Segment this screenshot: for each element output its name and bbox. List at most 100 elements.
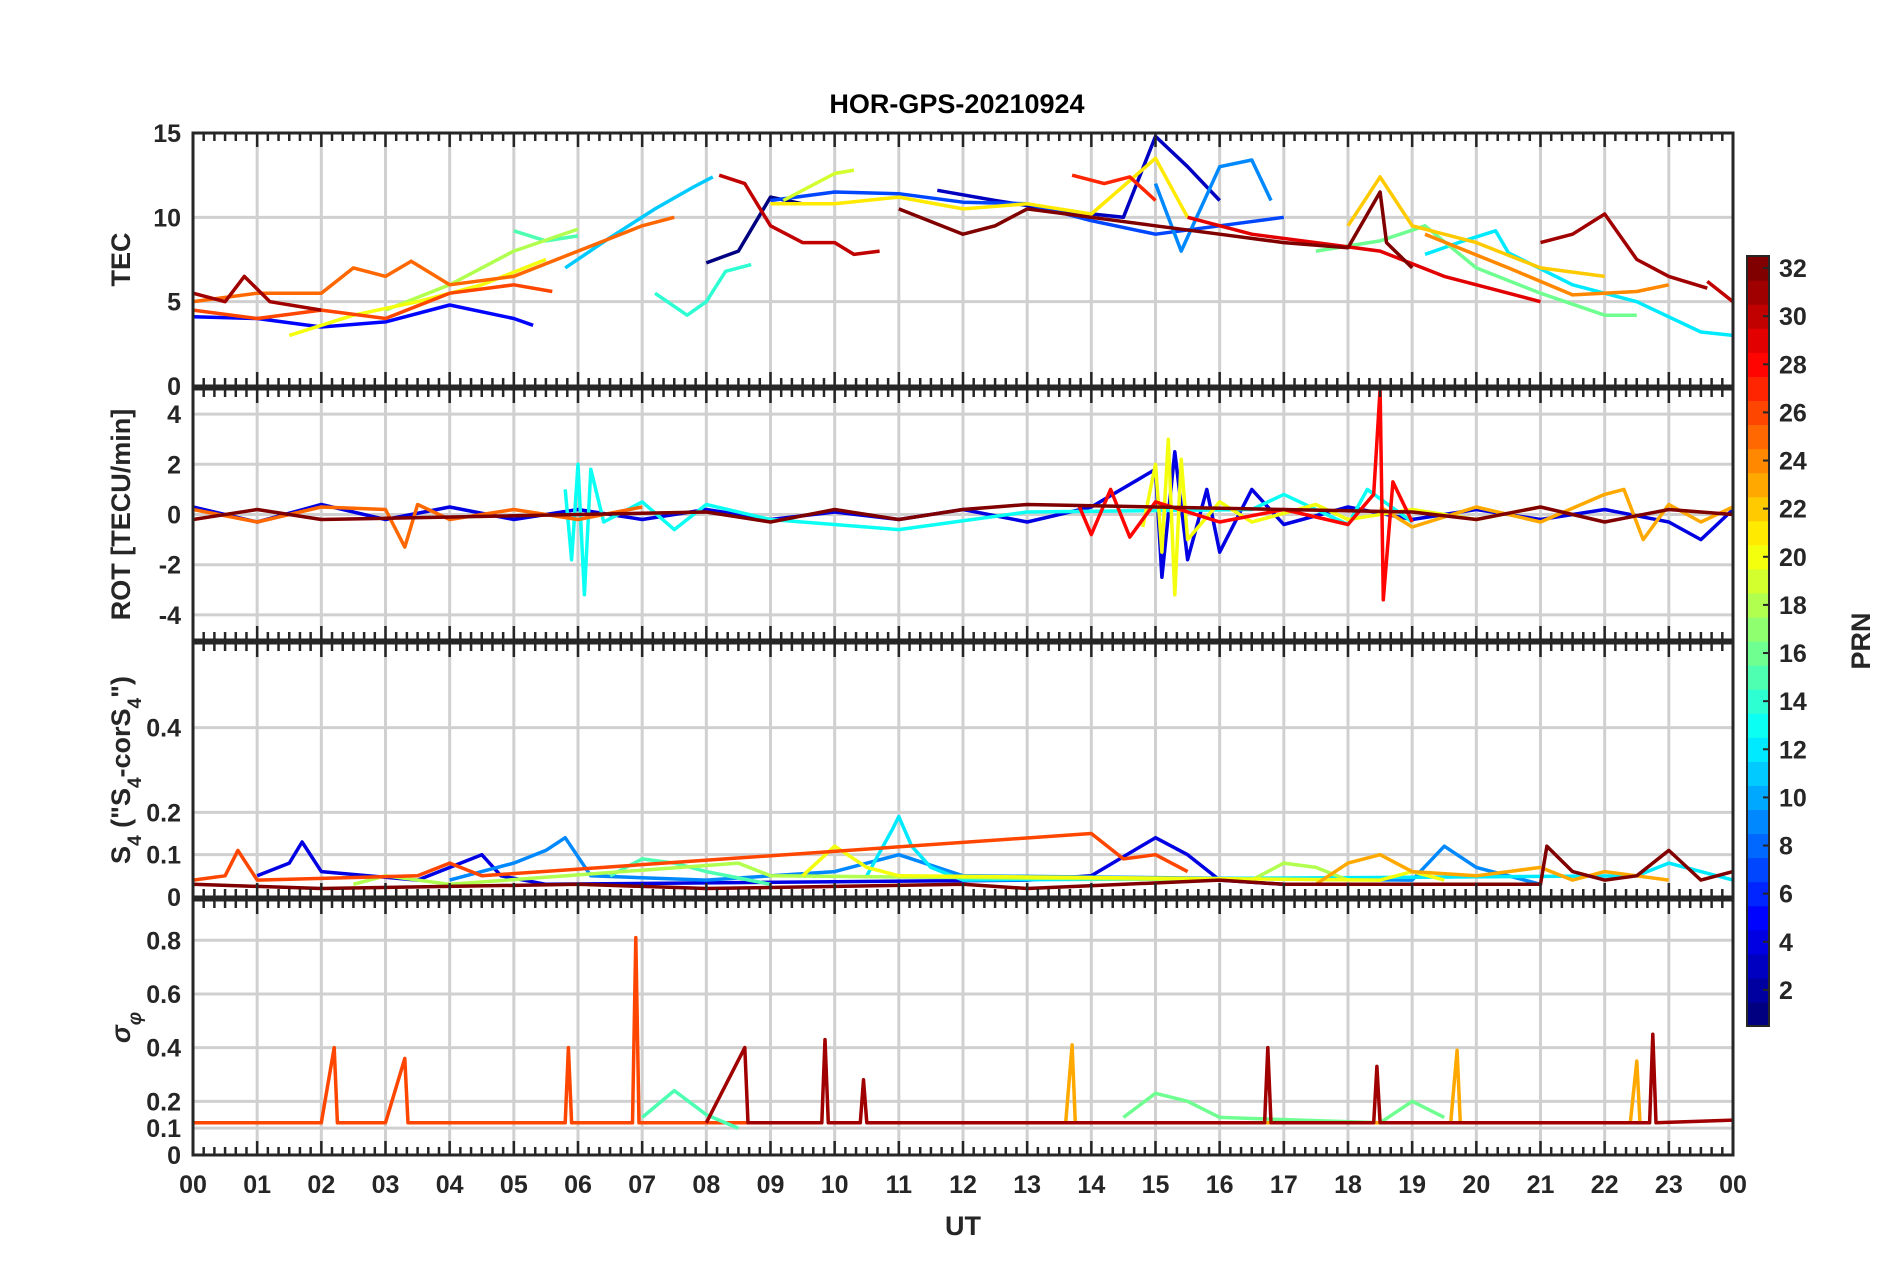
x-tick-label: 22 bbox=[1591, 1171, 1619, 1199]
x-tick-label: 11 bbox=[886, 1171, 913, 1199]
x-tick-label: 10 bbox=[821, 1171, 849, 1199]
colorbar-tick-label: 24 bbox=[1779, 448, 1807, 476]
y-tick-label: 0 bbox=[167, 1142, 181, 1170]
colorbar-step bbox=[1747, 833, 1769, 859]
colorbar-step bbox=[1747, 568, 1769, 594]
y-tick-label: 15 bbox=[153, 120, 181, 148]
colorbar-step bbox=[1747, 496, 1769, 522]
colorbar-tick-label: 14 bbox=[1779, 688, 1807, 716]
colorbar-step bbox=[1747, 280, 1769, 305]
y-tick-label: 0.6 bbox=[146, 981, 181, 1009]
y-tick-label: 2 bbox=[167, 451, 181, 479]
y-tick-label: 0.4 bbox=[146, 1035, 181, 1063]
colorbar-tick-label: 8 bbox=[1779, 833, 1793, 861]
series-line-prn-26 bbox=[193, 831, 1189, 882]
x-tick-label: 03 bbox=[372, 1171, 400, 1199]
series-line-prn-26 bbox=[193, 935, 771, 1125]
colorbar-step bbox=[1747, 304, 1769, 329]
colorbar-step bbox=[1747, 544, 1769, 570]
y-tick-label: 4 bbox=[167, 401, 181, 429]
series-line-prn-15 bbox=[641, 1088, 740, 1130]
x-tick-label: 08 bbox=[692, 1171, 720, 1199]
series-line-prn-24 bbox=[1424, 232, 1670, 297]
colorbar-tick-label: 22 bbox=[1779, 496, 1807, 524]
series-line-prn-32 bbox=[193, 502, 1733, 524]
colorbar-step bbox=[1747, 689, 1769, 714]
colorbar-tick-label: 26 bbox=[1779, 399, 1807, 427]
x-axis: 00 01 02 03 04 05 06 07 08 09 10 11 12 13 14 15 16 17 18 19… bbox=[179, 1171, 1747, 1241]
series-line-prn-30 bbox=[1706, 280, 1733, 304]
series-group bbox=[193, 935, 1733, 1130]
colorbar-step bbox=[1747, 520, 1769, 546]
y-label-part: S bbox=[106, 846, 136, 864]
y-tick-label: 0.4 bbox=[146, 715, 181, 743]
x-tick-label: 09 bbox=[757, 1171, 785, 1199]
series-line-prn-22 bbox=[1346, 175, 1605, 279]
series-group bbox=[193, 814, 1733, 891]
x-tick-label: 12 bbox=[949, 1171, 977, 1199]
x-tick-label: 01 bbox=[243, 1171, 271, 1199]
colorbar-tick-label: 20 bbox=[1779, 544, 1807, 572]
colorbar-step bbox=[1747, 1001, 1769, 1027]
y-tick-label: 0.1 bbox=[146, 842, 181, 870]
panel-s4: 00.10.20.4S4 ("S4-corS4") bbox=[106, 641, 1735, 912]
x-tick-label: 18 bbox=[1334, 1171, 1362, 1199]
y-label-part: ("S bbox=[106, 788, 136, 835]
colorbar-step bbox=[1747, 376, 1769, 401]
series-line-prn-23 bbox=[1314, 852, 1670, 886]
x-tick-label: 21 bbox=[1527, 1171, 1555, 1199]
colorbar-step bbox=[1747, 665, 1769, 690]
colorbar-step bbox=[1747, 352, 1769, 377]
y-axis-label: S4 ("S4-corS4") bbox=[106, 676, 146, 864]
colorbar-tick-label: 12 bbox=[1779, 736, 1807, 764]
colorbar-tick-label: 10 bbox=[1779, 784, 1807, 812]
colorbar-step bbox=[1747, 929, 1769, 955]
x-tick-label: 23 bbox=[1655, 1171, 1683, 1199]
colorbar-step bbox=[1747, 641, 1769, 666]
colorbar-step bbox=[1747, 857, 1769, 883]
series-line-prn-9 bbox=[449, 835, 1541, 886]
colorbar-tick-label: 28 bbox=[1779, 351, 1807, 379]
y-tick-label: -2 bbox=[159, 552, 181, 580]
panel-sigma_phi: 00.10.2 0.4 0.6 0.8 σφ bbox=[106, 898, 1735, 1170]
x-tick-label: 13 bbox=[1013, 1171, 1041, 1199]
y-axis-label: TEC bbox=[106, 233, 136, 287]
x-tick-label: 06 bbox=[564, 1171, 592, 1199]
y-label-subscript: 4 bbox=[125, 835, 146, 846]
x-tick-label: 05 bbox=[500, 1171, 528, 1199]
series-line-prn-31 bbox=[1540, 212, 1708, 290]
y-tick-label: 0 bbox=[167, 373, 181, 401]
colorbar-tick-label: 32 bbox=[1779, 255, 1807, 283]
x-tick-label: 16 bbox=[1206, 1171, 1234, 1199]
colorbar-step bbox=[1747, 424, 1769, 450]
colorbar-tick-label: 6 bbox=[1779, 881, 1793, 909]
y-label-part: -corS bbox=[106, 708, 136, 777]
y-tick-label: 10 bbox=[153, 204, 181, 232]
colorbar-step bbox=[1747, 472, 1769, 498]
y-label-subscript: 4 bbox=[125, 697, 146, 708]
x-tick-label: 07 bbox=[628, 1171, 656, 1199]
y-axis-label: ROT [TECU/min] bbox=[106, 409, 136, 620]
series-line-prn-32 bbox=[898, 190, 1414, 270]
x-tick-label: 17 bbox=[1270, 1171, 1298, 1199]
colorbar-step bbox=[1747, 256, 1769, 281]
y-tick-label: -4 bbox=[159, 602, 181, 630]
y-tick-label: 5 bbox=[167, 289, 181, 317]
y-label-subscript: 4 bbox=[125, 777, 146, 788]
y-label-subscript: φ bbox=[125, 1012, 146, 1025]
colorbar-step bbox=[1747, 785, 1769, 811]
colorbar-tick-label: 4 bbox=[1779, 929, 1793, 957]
series-group bbox=[193, 134, 1733, 338]
series-line-prn-3 bbox=[936, 134, 1221, 220]
series-line-prn-23 bbox=[1063, 1043, 1642, 1125]
x-tick-label: 19 bbox=[1398, 1171, 1426, 1199]
colorbar-step bbox=[1747, 881, 1769, 907]
series-line-prn-18 bbox=[384, 227, 579, 312]
x-tick-label: 15 bbox=[1142, 1171, 1170, 1199]
x-tick-label: 00 bbox=[179, 1171, 207, 1199]
colorbar-step bbox=[1747, 592, 1769, 618]
y-tick-label: 0.1 bbox=[146, 1115, 181, 1143]
